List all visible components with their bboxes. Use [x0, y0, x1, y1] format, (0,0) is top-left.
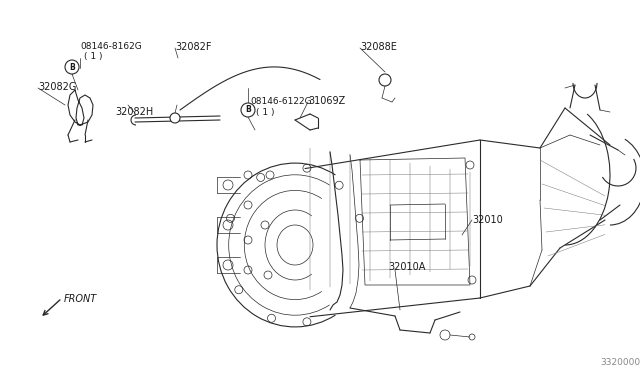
Text: 32010: 32010 — [472, 215, 503, 225]
Text: ( 1 ): ( 1 ) — [84, 52, 102, 61]
Text: B: B — [245, 106, 251, 115]
Text: 32082G: 32082G — [38, 82, 76, 92]
Text: FRONT: FRONT — [64, 294, 97, 304]
Text: ( 1 ): ( 1 ) — [256, 108, 275, 117]
Text: 31069Z: 31069Z — [308, 96, 345, 106]
Text: 08146-8162G: 08146-8162G — [80, 42, 141, 51]
Text: B: B — [69, 62, 75, 71]
Text: 32082F: 32082F — [175, 42, 211, 52]
Text: 32082H: 32082H — [115, 107, 153, 117]
Text: 32010A: 32010A — [388, 262, 426, 272]
Circle shape — [65, 60, 79, 74]
Circle shape — [170, 113, 180, 123]
Text: 3320000: 3320000 — [600, 358, 640, 367]
Text: 32088E: 32088E — [360, 42, 397, 52]
Text: 08146-6122G: 08146-6122G — [250, 97, 312, 106]
Circle shape — [241, 103, 255, 117]
